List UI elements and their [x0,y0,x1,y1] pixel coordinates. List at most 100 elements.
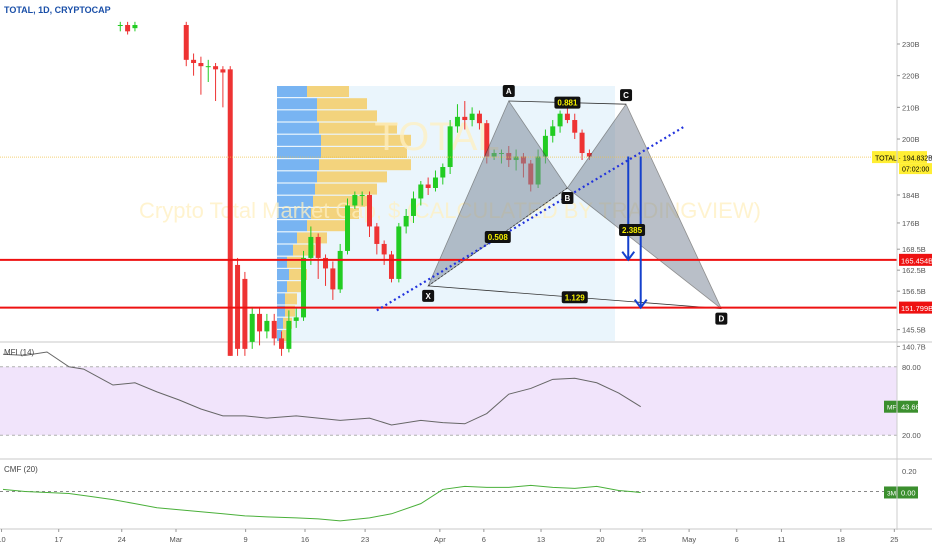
volume-profile-up-bar [277,317,283,329]
price-axis-label: 210B [902,103,920,112]
pattern-ratio-label: 1.129 [565,293,586,302]
candle-body [183,25,189,60]
candle-body [388,254,394,279]
candle-body [337,250,343,290]
countdown-tag: 07:02:00 [902,167,929,174]
candle-body [476,113,482,124]
cmf-line [2,484,641,522]
cmf-title: CMF (20) [4,465,38,474]
volume-profile-up-bar [277,208,311,219]
volume-profile-down-bar [317,98,367,110]
indicator-badge-label: MF [887,405,896,412]
candle-body [586,153,592,157]
volume-profile-down-bar [313,195,368,207]
time-axis-label: 17 [55,535,63,544]
indicator-axis-label: 0.20 [902,467,917,476]
time-axis-label: Apr [434,535,446,544]
candle-body [367,194,372,227]
volume-profile-down-bar [319,159,411,171]
price-axis-label: 162.5B [902,266,926,275]
volume-profile-up-bar [277,171,317,183]
volume-profile-down-bar [307,86,349,97]
volume-profile-up-bar [277,269,289,280]
candle-body [227,69,233,356]
mfi-pane: MFI (14) 80.00 20.00 MF 43.66 [0,348,921,440]
pattern-ratio-badge [561,291,588,304]
candle-body [293,317,299,321]
candle-body [213,66,219,70]
candle-body [242,278,248,349]
candle-body [264,320,270,332]
candle-body [220,69,226,73]
last-price-tag-bg [872,151,927,164]
price-axis-label: 145.5B [902,326,926,335]
volume-profile-up-bar [277,195,313,207]
harmonic-pattern[interactable] [427,100,722,310]
volume-profile-down-bar [317,171,387,183]
time-axis-label: 18 [837,535,845,544]
price-axis-label: 200B [902,135,920,144]
countdown-tag-bg [899,163,932,175]
volume-profile-up-bar [277,122,319,134]
pattern-point-label: X [425,292,431,301]
candle-body [447,126,453,168]
candle-body [286,320,292,349]
pattern-triangle-bcd[interactable] [566,103,722,309]
volume-profile-up-bar [277,256,287,268]
time-axis-label: 13 [537,535,545,544]
candle-body [572,120,578,133]
candle-body [403,215,409,227]
volume-profile-down-bar [319,122,397,134]
level-price-tag: 165.454B [901,256,932,265]
pattern-point-badge [620,89,633,102]
pattern-point-label: A [506,87,512,96]
volume-profile-up-bar [277,147,321,158]
last-price-tag: TOTAL · 194.832B [875,156,932,163]
projection-arrowhead [621,251,636,262]
candle-body [205,66,211,68]
time-axis-label: 24 [118,535,126,544]
candle-body [374,226,380,244]
candle-body [396,226,402,279]
candle-body [557,113,563,127]
time-axis-label: 20 [596,535,604,544]
price-axis-label: 184B [902,191,920,200]
candle-body [410,198,416,216]
pattern-point-badge [502,85,515,98]
mfi-title: MFI (14) [4,348,35,357]
volume-profile-up-bar [277,98,317,110]
candle-body [579,132,585,154]
time-axis-label: 9 [244,535,248,544]
price-axis[interactable]: 230B 220B 210B 200B 184B 176B 168.5B 162.5B 156.… [896,0,926,530]
volume-profile-up-bar [277,293,285,305]
time-axis-label: May [682,535,696,544]
candle-body [323,257,329,269]
volume-profile-up-bar [277,232,297,244]
volume-profile-down-bar [282,330,290,341]
price-axis-label: 230B [902,40,920,49]
candle-body [418,184,424,199]
candle-body [308,236,314,258]
pattern-ratio-label: 2.385 [622,226,643,235]
volume-profile-down-bar [287,281,301,293]
volume-profile-down-bar [317,110,377,122]
time-axis[interactable]: 10 17 24 Mar 9 16 23 Apr 6 13 20 25 May 6 11 18 25 [0,529,898,544]
candle-body [198,63,204,67]
indicator-axis-label: 80.00 [902,363,921,372]
volume-profile-down-bar [315,183,377,195]
price-axis-label: 156.5B [902,287,926,296]
volume-profile-up-bar [277,281,287,293]
candle-body [257,313,263,332]
indicator-last-value: 43.66 [901,403,920,412]
level-price-tag-bg [899,301,932,314]
candle-body [564,113,570,121]
horizontal-levels[interactable]: 165.454B 151.799B TOTAL · 194.832B 07:02:00 [0,151,932,314]
volume-profile-up-bar [277,220,307,232]
candle-body [330,268,336,290]
pattern-ratio-label: 0.881 [557,99,578,108]
volume-profile-down-bar [285,305,295,317]
harmonic-pattern-labels: X A B C D 0.881 0.508 2.385 1.129 [422,85,728,325]
candle-body [359,194,365,196]
candle-body [425,184,431,188]
